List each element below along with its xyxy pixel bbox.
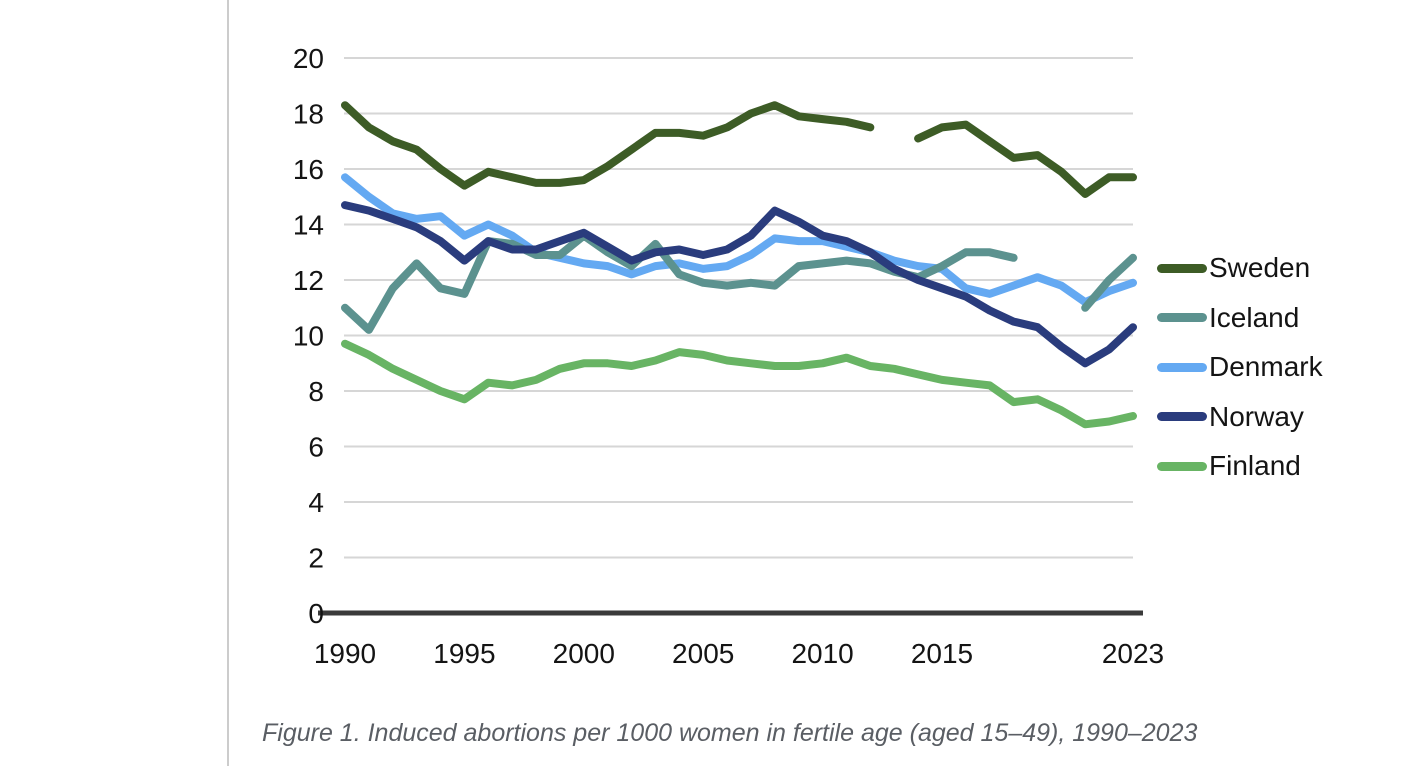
x-tick-label: 2023 bbox=[1102, 638, 1164, 669]
y-tick-label: 10 bbox=[293, 321, 324, 352]
y-tick-label: 16 bbox=[293, 154, 324, 185]
series-line-sweden bbox=[341, 101, 875, 190]
gridlines bbox=[318, 57, 1143, 616]
series-line-finland bbox=[341, 339, 1137, 429]
y-tick-label: 18 bbox=[293, 99, 324, 130]
y-axis-labels: 0 2 4 6 8 10 12 14 16 18 20 bbox=[293, 43, 324, 629]
y-tick-label: 0 bbox=[308, 598, 324, 629]
figure-caption: Figure 1. Induced abortions per 1000 wom… bbox=[262, 719, 1198, 747]
column-divider bbox=[227, 0, 229, 766]
y-tick-label: 2 bbox=[308, 543, 324, 574]
series-line-norway bbox=[341, 201, 1137, 368]
y-tick-label: 6 bbox=[308, 432, 324, 463]
series-lines bbox=[341, 101, 1137, 429]
x-tick-label: 1990 bbox=[314, 638, 376, 669]
x-axis-labels: 1990 1995 2000 2005 2010 2015 2023 bbox=[314, 638, 1164, 669]
series-line-denmark bbox=[341, 173, 1137, 307]
y-tick-label: 4 bbox=[308, 487, 324, 518]
y-tick-label: 20 bbox=[293, 43, 324, 74]
y-tick-label: 14 bbox=[293, 210, 324, 241]
x-tick-label: 2010 bbox=[791, 638, 853, 669]
series-line-sweden bbox=[914, 120, 1137, 198]
x-tick-label: 2000 bbox=[553, 638, 615, 669]
x-tick-label: 1995 bbox=[433, 638, 495, 669]
y-tick-label: 8 bbox=[308, 376, 324, 407]
x-tick-label: 2015 bbox=[911, 638, 973, 669]
x-tick-label: 2005 bbox=[672, 638, 734, 669]
y-tick-label: 12 bbox=[293, 265, 324, 296]
series-line-iceland bbox=[1081, 253, 1137, 312]
